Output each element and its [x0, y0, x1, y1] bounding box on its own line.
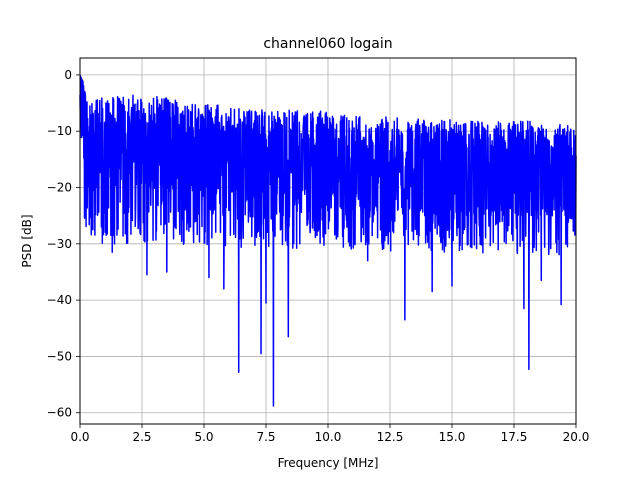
y-tick-label: −30	[47, 237, 72, 251]
x-tick-label: 12.5	[377, 430, 404, 444]
y-tick-label: 0	[64, 68, 72, 82]
x-tick-label: 17.5	[501, 430, 528, 444]
y-tick-label: −20	[47, 181, 72, 195]
x-tick-label: 2.5	[132, 430, 151, 444]
x-tick-label: 10.0	[315, 430, 342, 444]
x-tick-label: 20.0	[563, 430, 590, 444]
y-tick-label: −50	[47, 349, 72, 363]
x-axis-label: Frequency [MHz]	[278, 456, 379, 470]
x-tick-label: 0.0	[70, 430, 89, 444]
chart-title: channel060 logain	[263, 36, 392, 52]
psd-series-line	[79, 75, 577, 407]
x-tick-label: 15.0	[439, 430, 466, 444]
x-tick-label: 5.0	[194, 430, 213, 444]
x-axis-ticks: 0.0 2.5 5.0 7.5 10.0 12.5 15.0 17.5 20.0	[70, 424, 589, 444]
y-tick-label: −40	[47, 293, 72, 307]
y-axis-ticks: 0 −10 −20 −30 −40 −50 −60	[47, 68, 80, 420]
x-tick-label: 7.5	[256, 430, 275, 444]
y-tick-label: −60	[47, 406, 72, 420]
plot-area	[79, 75, 577, 407]
y-tick-label: −10	[47, 124, 72, 138]
y-axis-label: PSD [dB]	[20, 214, 34, 267]
